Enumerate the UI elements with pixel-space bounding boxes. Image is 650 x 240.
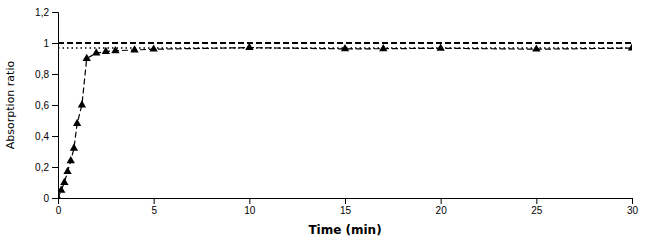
x-axis-title: Time (min) — [308, 223, 381, 237]
plot: 0 5 10 15 20 25 30 0 0,2 0,4 0,6 0,8 1 1,2 — [35, 7, 638, 216]
point — [73, 119, 81, 126]
tick-label: 0,6 — [35, 100, 49, 111]
tick: 25 — [531, 198, 543, 216]
tick: 0,2 — [35, 162, 58, 173]
point — [111, 46, 119, 53]
tick-label: 25 — [531, 205, 543, 216]
tick-label: 0,4 — [35, 131, 49, 142]
tick: 1 — [43, 38, 58, 49]
tick-label: 30 — [627, 205, 639, 216]
point — [130, 45, 138, 52]
marks — [58, 43, 632, 198]
tick: 0 — [56, 198, 62, 216]
tick-mark — [632, 198, 633, 204]
x-axis: 0 5 10 15 20 25 30 — [56, 198, 639, 216]
tick: 20 — [436, 198, 448, 216]
tick-label: 0 — [56, 205, 62, 216]
tick: 0,4 — [35, 131, 58, 142]
tick-mark — [536, 198, 537, 204]
point — [60, 178, 68, 185]
point — [78, 100, 86, 107]
tick-mark — [154, 198, 155, 204]
tick-mark — [52, 12, 58, 13]
tick-mark — [52, 167, 58, 168]
point — [67, 156, 75, 163]
tick-mark — [52, 136, 58, 137]
point — [532, 44, 540, 51]
tick-label: 1,2 — [35, 7, 49, 18]
tick-mark — [249, 198, 250, 204]
tick-label: 10 — [244, 205, 256, 216]
point — [379, 44, 387, 51]
tick: 0,8 — [35, 69, 58, 80]
point — [437, 43, 445, 50]
y-axis: 0 0,2 0,4 0,6 0,8 1 1,2 — [35, 7, 58, 204]
point — [58, 185, 65, 192]
tick-label: 1 — [43, 38, 49, 49]
tick: 0,6 — [35, 100, 58, 111]
tick-mark — [52, 105, 58, 106]
point — [92, 48, 100, 55]
tick-label: 0,8 — [35, 69, 49, 80]
tick: 15 — [340, 198, 352, 216]
axis-line — [52, 13, 59, 199]
tick-label: 0 — [43, 193, 49, 204]
axis-line — [59, 199, 633, 205]
tick-mark — [441, 198, 442, 204]
tick-mark — [345, 198, 346, 204]
tick: 30 — [627, 198, 639, 216]
point — [58, 193, 62, 198]
point — [150, 44, 158, 51]
point — [63, 167, 71, 174]
point — [628, 43, 632, 50]
reference-line — [58, 42, 632, 44]
tick-label: 0,2 — [35, 162, 49, 173]
tick-mark — [52, 43, 58, 44]
tick: 10 — [244, 198, 256, 216]
tick-label: 15 — [340, 205, 352, 216]
tick: 0 — [43, 193, 58, 204]
point — [341, 44, 349, 51]
line — [58, 48, 632, 198]
point — [70, 144, 78, 151]
chart: 0 5 10 15 20 25 30 0 0,2 0,4 0,6 0,8 1 1,2 Time (min) A… — [0, 0, 650, 240]
point — [83, 54, 91, 61]
tick-label: 5 — [151, 205, 157, 216]
tick-label: 20 — [436, 205, 448, 216]
y-axis-title: Absorption ratio — [4, 61, 17, 150]
point — [102, 47, 110, 54]
point — [245, 43, 253, 50]
tick-mark — [52, 74, 58, 75]
tick: 5 — [151, 198, 157, 216]
tick-mark — [52, 198, 58, 199]
tick: 1,2 — [35, 7, 58, 18]
